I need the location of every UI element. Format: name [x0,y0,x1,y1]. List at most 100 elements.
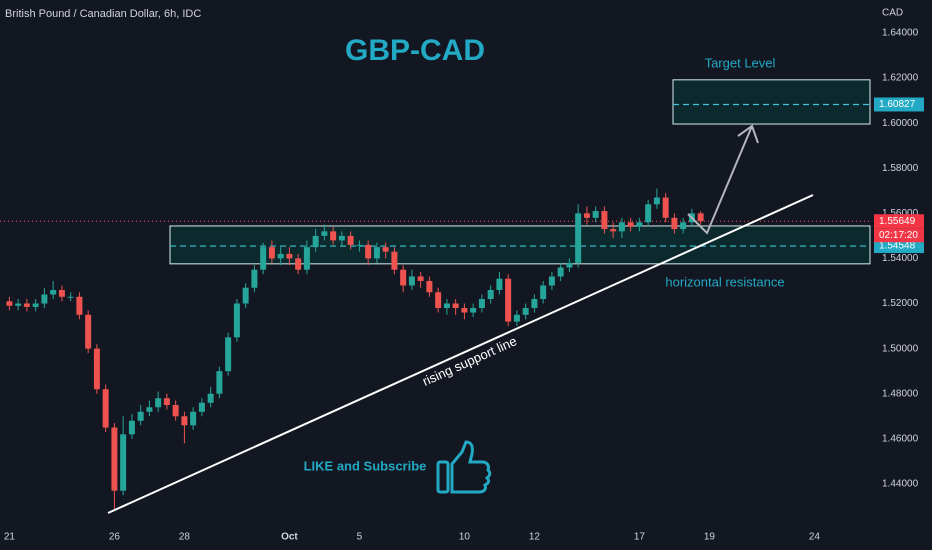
candle-body [216,371,223,394]
candle-body [680,222,687,230]
candle-body [496,278,503,290]
x-tick-label: 26 [109,532,121,543]
x-tick-label: 19 [704,532,716,543]
candle-body [408,276,415,286]
chart-title: GBP-CAD [345,34,485,67]
thumbs-up-icon [436,440,492,494]
candle-body [671,217,678,230]
x-tick-label: 24 [809,532,821,543]
y-tick-label: 1.52000 [882,298,919,309]
candle-body [575,213,582,263]
candle-body [548,276,555,286]
candle-body [286,253,293,259]
x-tick-label: 10 [459,532,471,543]
zone-box [672,79,871,125]
candle-body [356,244,363,246]
candle-body [478,299,485,309]
level-tag-bg [874,239,924,254]
y-tick-label: 1.64000 [882,28,919,39]
candle-body [505,278,512,322]
candle-body [128,420,135,435]
candle-body [312,235,319,248]
y-tick-label: 1.62000 [882,73,919,84]
candle-body [435,292,442,309]
candle-body [697,213,704,222]
x-tick-label: Oct [281,532,298,543]
cta-text: LIKE and Subscribe [304,458,427,473]
candle-body [277,253,284,259]
candle-body [15,303,22,306]
last-price-tag-bg [874,214,924,229]
candle-body [452,303,459,309]
candle-body [163,398,170,406]
last-price-tag: 1.55649 [879,216,916,227]
candle-body [531,299,538,309]
candle-body [382,247,389,252]
candle-body [198,402,205,412]
x-tick-label: 12 [529,532,541,543]
candle-body [102,389,109,428]
candle-body [251,269,258,288]
y-tick-label: 1.50000 [882,343,919,354]
y-tick-label: 1.54000 [882,253,919,264]
countdown: 02:17:20 [879,230,918,241]
axis-unit: CAD [882,8,903,19]
candle-body [338,235,345,241]
candle-body [618,222,625,232]
header: British Pound / Canadian Dollar, 6h, IDC [5,8,201,20]
candle-body [653,197,660,205]
candle-body [32,303,39,307]
candle-body [67,296,74,298]
candle-body [513,314,520,322]
candle-body [242,287,249,304]
candles [6,188,704,511]
candle-body [155,398,162,408]
x-tick-label: 28 [179,532,191,543]
candle-body [461,308,468,313]
price-axis: 21 26 28 Oct 5 10 12 17 19 24 1.44000 1.46000 1.4800… [4,28,924,543]
y-tick-label: 1.48000 [882,388,919,399]
candle-body [470,308,477,313]
candle-body [487,289,494,300]
candle-body [233,303,240,338]
candle-body [181,416,188,426]
candle-body [662,197,669,218]
y-tick-label: 1.58000 [882,163,919,174]
arrow-head [737,124,759,144]
countdown-bg [874,228,924,243]
candle-body [295,258,302,270]
level-tag: 1.54548 [879,241,916,252]
support-line [107,194,814,514]
candle-body [146,407,153,412]
candle-body [627,222,634,227]
candle-body [443,303,450,309]
candle-body [610,229,617,232]
candle-body [566,262,573,268]
candle-body [172,405,179,417]
candle-body [400,269,407,286]
level-tag-bg [874,97,924,112]
candle-body [225,337,232,372]
candle-body [190,411,197,426]
candle-body [557,267,564,277]
candle-body [93,348,100,390]
x-tick-label: 21 [4,532,16,543]
candle-body [321,231,328,236]
candle-body [303,247,310,270]
candle-body [41,294,48,304]
candle-body [120,434,127,491]
candle-body [111,427,118,491]
candle-body [601,211,608,230]
candle-body [85,314,92,349]
candle-body [268,247,275,259]
y-tick-label: 1.44000 [882,479,919,490]
candle-body [137,411,144,421]
zone-label: horizontal resistance [665,274,784,289]
zone-label: Target Level [705,55,776,70]
candle-body [373,247,380,259]
level-tag: 1.60827 [879,99,916,110]
projection-arrow [687,125,753,235]
candle-body [426,280,433,293]
